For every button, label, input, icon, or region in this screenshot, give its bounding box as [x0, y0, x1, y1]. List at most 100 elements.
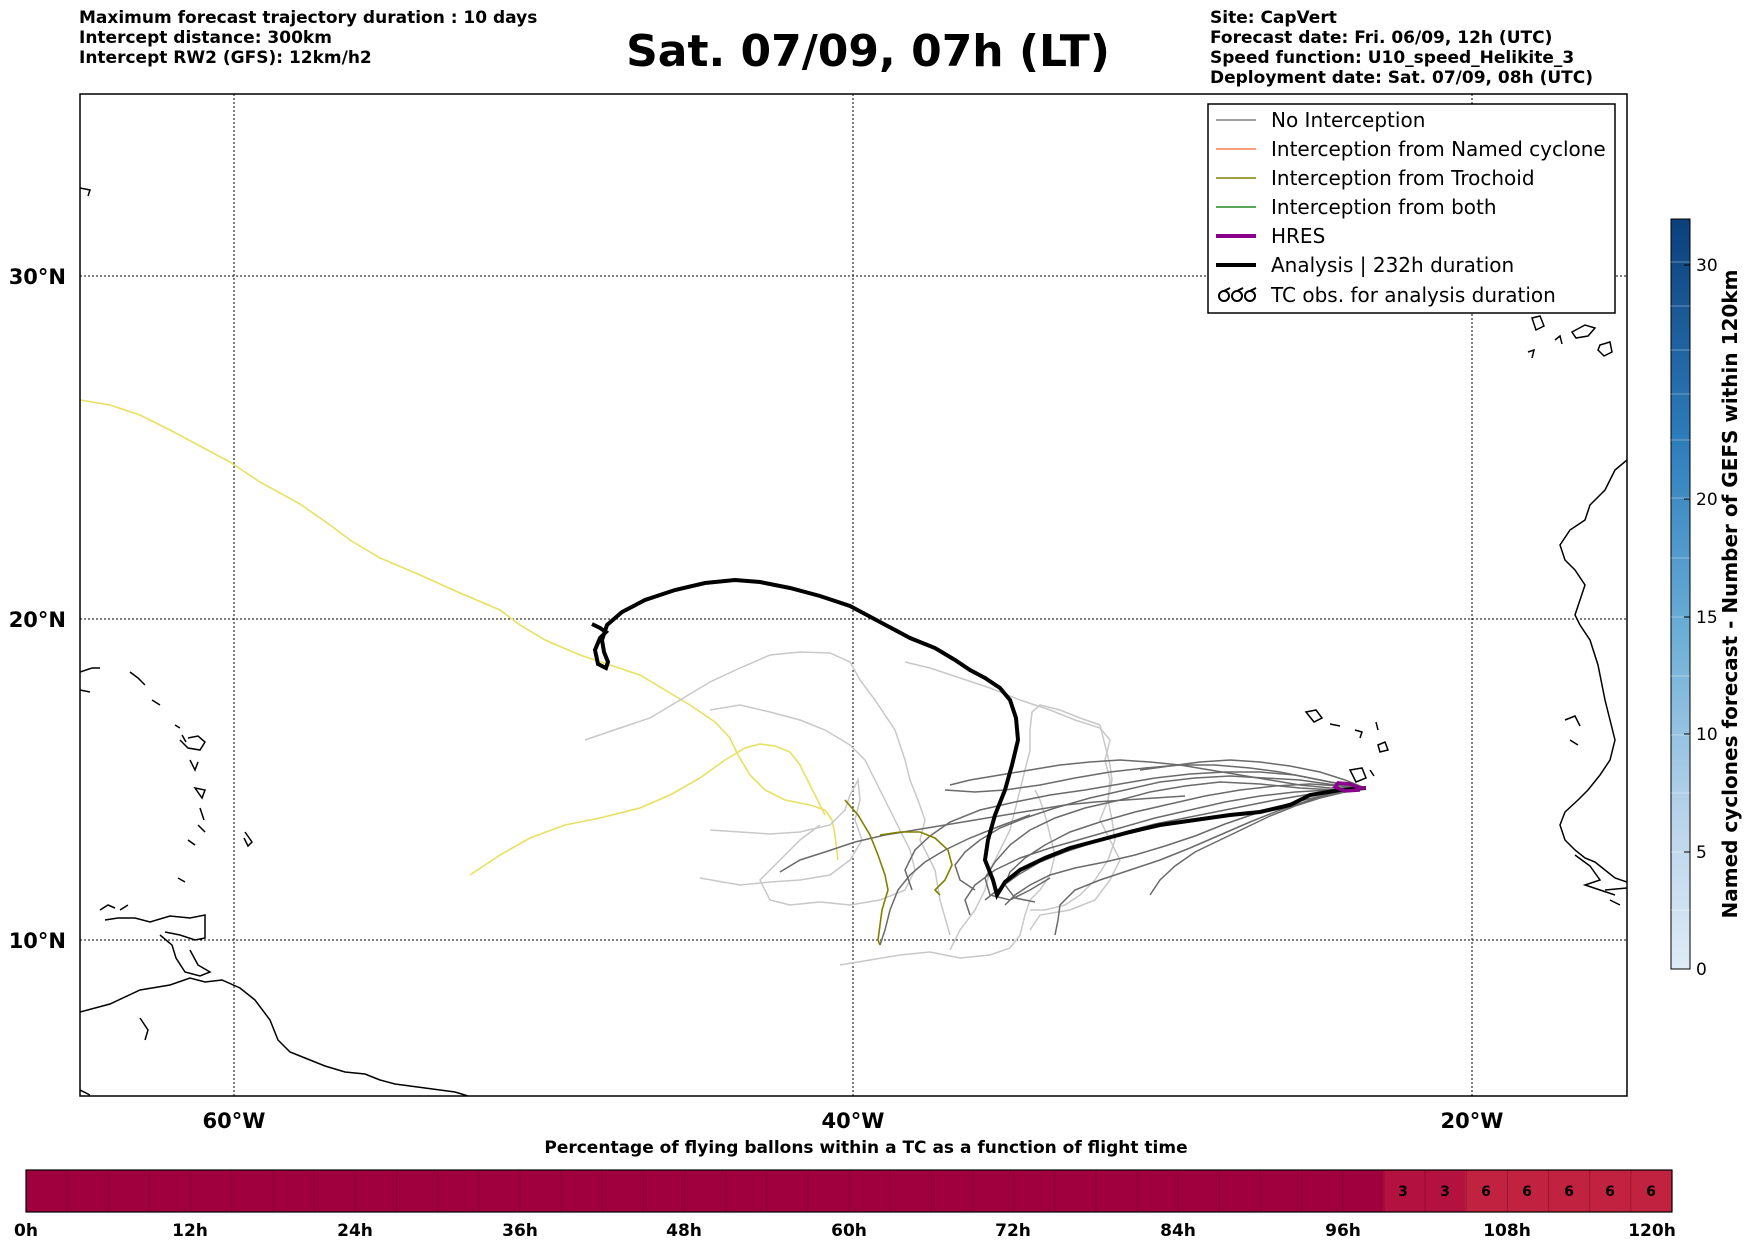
gray-trajectory-3 — [954, 775, 1366, 891]
gray-trajectory-8 — [1004, 783, 1366, 903]
lon-label-40w: 40°W — [822, 1109, 885, 1133]
trochoid-trajectory-2 — [879, 831, 953, 896]
time-bar-segment-6pct — [1465, 1170, 1672, 1212]
light-trajectory-5 — [839, 789, 1056, 966]
colorbar-tick-5: 5 — [1696, 843, 1707, 863]
cyclone-symbol-icon — [1218, 287, 1257, 302]
lon-label-20w: 20°W — [1441, 1109, 1504, 1133]
latitude-labels: 30°N 20°N 10°N — [9, 265, 66, 953]
legend-label-both: Interception from both — [1271, 195, 1497, 219]
cell-value-104h: 3 — [1440, 1184, 1450, 1200]
light-trajectory-7 — [1030, 724, 1116, 911]
header-forecast-date: Forecast date: Fri. 06/09, 12h (UTC) — [1210, 28, 1553, 48]
coast-cape-verde-peninsula — [1564, 715, 1581, 746]
time-bar-frame — [25, 1169, 1673, 1213]
colorbar-tick-0: 0 — [1696, 960, 1707, 980]
main-title-text: Sat. 07/09, 07h (LT) — [626, 26, 1110, 77]
header-site: Site: CapVert — [1210, 8, 1337, 28]
legend-label-trochoid: Interception from Trochoid — [1271, 166, 1535, 190]
lat-label-20n: 20°N — [9, 608, 66, 632]
time-label-0h: 0h — [14, 1221, 38, 1241]
legend-label-tc-obs: TC obs. for analysis duration — [1270, 283, 1556, 307]
yellow-trajectory-2 — [469, 743, 826, 876]
colorbar-band-lines — [1671, 261, 1690, 911]
header-deployment-date: Deployment date: Sat. 07/09, 08h (UTC) — [1210, 68, 1594, 88]
coast-canary-islands — [1527, 315, 1613, 359]
legend-entry-hres: HRES — [1216, 224, 1325, 248]
gray-trajectory-4 — [1054, 787, 1366, 936]
light-trajectory-2 — [904, 661, 1121, 931]
lon-label-60w: 60°W — [203, 1109, 266, 1133]
cell-value-114h: 6 — [1605, 1184, 1615, 1200]
time-label-108h: 108h — [1483, 1221, 1531, 1241]
flight-time-bar-title: Percentage of flying ballons within a TC… — [544, 1138, 1187, 1158]
legend-label-named-cyclone: Interception from Named cyclone — [1271, 137, 1606, 161]
coast-west-africa — [1559, 459, 1627, 883]
analysis-trajectory — [591, 577, 1367, 901]
header-max-duration: Maximum forecast trajectory duration : 1… — [79, 8, 538, 28]
time-label-120h: 120h — [1628, 1221, 1676, 1241]
cell-value-110h: 6 — [1522, 1184, 1532, 1200]
legend-entry-no-interception: No Interception — [1216, 108, 1425, 132]
header-speed-function: Speed function: U10_speed_Helikite_3 — [1210, 48, 1575, 68]
trochoid-trajectory-1 — [844, 799, 889, 946]
legend-frame — [1207, 103, 1616, 314]
time-label-72h: 72h — [995, 1221, 1031, 1241]
legend-label-no-interception: No Interception — [1271, 108, 1425, 132]
cyclone-colorbar: 30 20 15 10 5 0 Named cyclones forecast … — [1670, 218, 1742, 980]
gray-trajectory-10 — [1149, 787, 1366, 896]
flight-time-bar: Percentage of flying ballons within a TC… — [14, 1138, 1676, 1241]
gray-trajectory-12 — [779, 795, 1186, 873]
coast-caribbean-islands — [80, 667, 253, 941]
gray-trajectory-11 — [904, 771, 1366, 891]
cell-value-112h: 6 — [1564, 1184, 1574, 1200]
hres-trajectory — [1332, 781, 1366, 793]
colorbar-tick-30: 30 — [1696, 256, 1718, 276]
map-panel: No Interception Interception from Named … — [9, 93, 1628, 1133]
legend-label-analysis: Analysis | 232h duration — [1271, 253, 1514, 277]
gray-trajectory-2 — [964, 787, 1366, 916]
time-bar-segment-3pct — [1383, 1170, 1465, 1212]
light-trajectory-4 — [699, 777, 863, 886]
colorbar-tick-15: 15 — [1696, 608, 1718, 628]
time-label-48h: 48h — [666, 1221, 702, 1241]
main-title: Sat. 07/09, 07h (LT) — [0, 24, 1752, 80]
gray-trajectory-5 — [984, 781, 1366, 901]
colorbar-label: Named cyclones forecast - Number of GEFS… — [1718, 270, 1742, 919]
light-trajectory-1 — [584, 651, 951, 936]
gray-trajectory-14 — [879, 814, 1031, 946]
legend-entry-analysis: Analysis | 232h duration — [1216, 253, 1514, 277]
legend-entry-named-cyclone: Interception from Named cyclone — [1216, 137, 1606, 161]
header-intercept-distance: Intercept distance: 300km — [79, 28, 332, 48]
coast-cape-verde-islands — [1304, 709, 1389, 783]
time-bar-cell-lines — [66, 1170, 1632, 1212]
header-intercept-rw2: Intercept RW2 (GFS): 12km/h2 — [79, 48, 372, 68]
cell-value-108h: 6 — [1481, 1184, 1491, 1200]
lat-label-30n: 30°N — [9, 265, 66, 289]
map-frame — [79, 93, 1628, 1097]
cell-value-118h: 6 — [1646, 1184, 1656, 1200]
coastlines — [80, 187, 1627, 1096]
yellow-trajectory-1 — [80, 399, 839, 861]
coast-corner-fragment — [80, 187, 91, 197]
time-bar-cell-values: 3 3 6 6 6 6 6 — [1398, 1184, 1656, 1200]
legend-label-hres: HRES — [1271, 224, 1325, 248]
coast-trinidad-venezuela — [139, 934, 212, 1041]
no-interception-trajectories — [779, 759, 1366, 946]
time-label-24h: 24h — [337, 1221, 373, 1241]
gfs-yellow-trajectories — [80, 399, 839, 876]
time-label-96h: 96h — [1325, 1221, 1361, 1241]
time-label-60h: 60h — [831, 1221, 867, 1241]
time-bar-labels: 0h 12h 24h 36h 48h 60h 72h 84h 96h 108h … — [14, 1221, 1676, 1241]
light-trajectory-3 — [709, 704, 916, 906]
time-label-36h: 36h — [502, 1221, 538, 1241]
longitude-labels: 60°W 40°W 20°W — [203, 1109, 1504, 1133]
colorbar-tick-20: 20 — [1696, 490, 1718, 510]
time-label-12h: 12h — [172, 1221, 208, 1241]
no-interception-light-trajectories — [584, 651, 1121, 966]
colorbar-tick-10: 10 — [1696, 725, 1718, 745]
cell-value-100h: 3 — [1398, 1184, 1408, 1200]
gray-trajectory-13 — [1139, 759, 1366, 789]
light-trajectory-6 — [949, 704, 1101, 951]
